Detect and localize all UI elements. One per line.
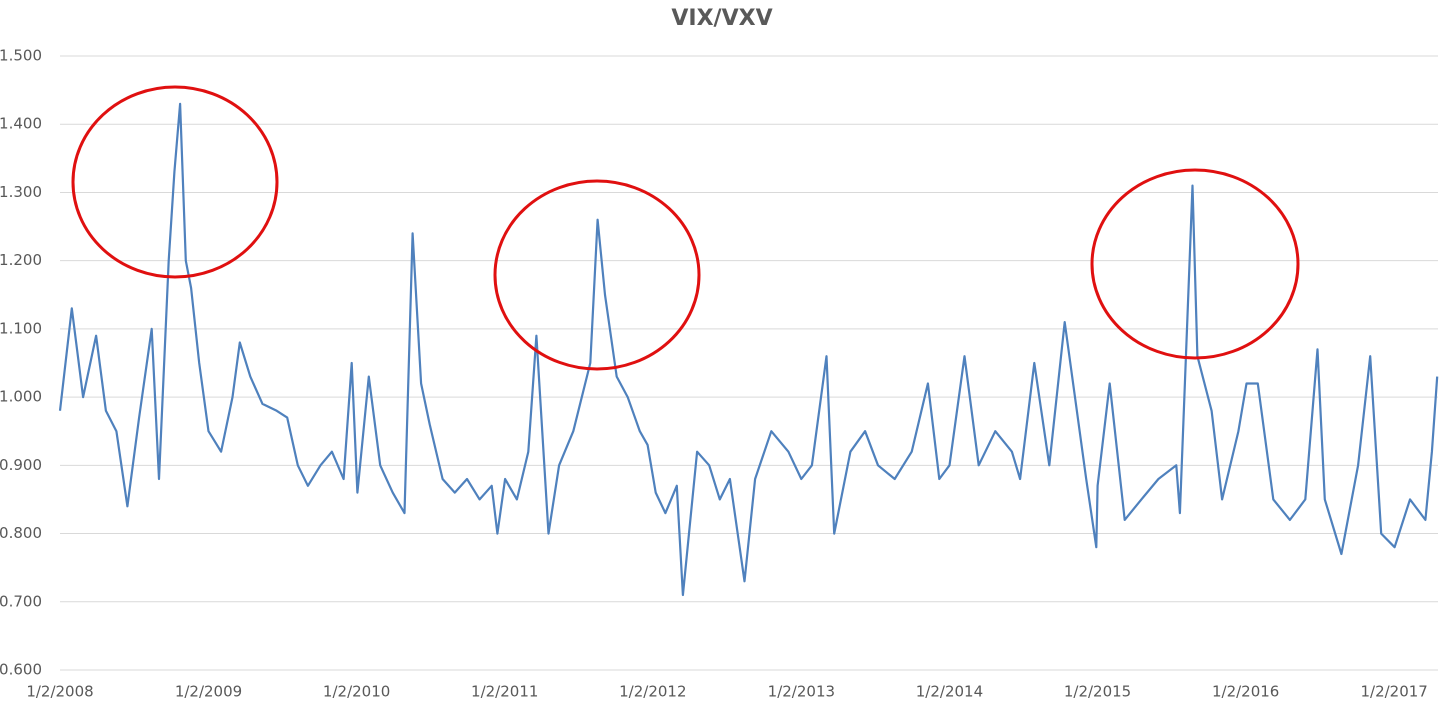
- y-tick-label: 0.800: [0, 524, 42, 542]
- chart-title: VIX/VXV: [671, 6, 772, 31]
- x-tick-label: 1/2/2012: [619, 683, 686, 701]
- x-tick-label: 1/2/2013: [768, 683, 835, 701]
- highlight-ellipse: [1090, 168, 1300, 360]
- x-tick-label: 1/2/2017: [1360, 683, 1427, 701]
- y-tick-label: 1.000: [0, 388, 42, 406]
- highlight-ellipse: [71, 85, 279, 279]
- plot-area: [58, 102, 1439, 597]
- y-tick-label: 0.700: [0, 592, 42, 610]
- x-tick-label: 1/2/2009: [175, 683, 242, 701]
- y-tick-label: 0.900: [0, 456, 42, 474]
- x-tick-label: 1/2/2011: [471, 683, 538, 701]
- y-tick-label: 1.200: [0, 251, 42, 269]
- data-line: [58, 102, 1439, 597]
- x-tick-label: 1/2/2015: [1064, 683, 1131, 701]
- highlight-ellipse: [493, 179, 701, 371]
- x-tick-label: 1/2/2010: [323, 683, 390, 701]
- y-tick-label: 1.300: [0, 183, 42, 201]
- y-tick-label: 1.400: [0, 115, 42, 133]
- y-tick-label: 0.600: [0, 661, 42, 679]
- x-tick-label: 1/2/2014: [916, 683, 983, 701]
- y-tick-label: 1.500: [0, 47, 42, 65]
- annotations: [71, 85, 1300, 371]
- x-tick-label: 1/2/2008: [26, 683, 93, 701]
- y-tick-label: 1.100: [0, 319, 42, 337]
- grid: [60, 55, 1438, 671]
- x-tick-label: 1/2/2016: [1212, 683, 1279, 701]
